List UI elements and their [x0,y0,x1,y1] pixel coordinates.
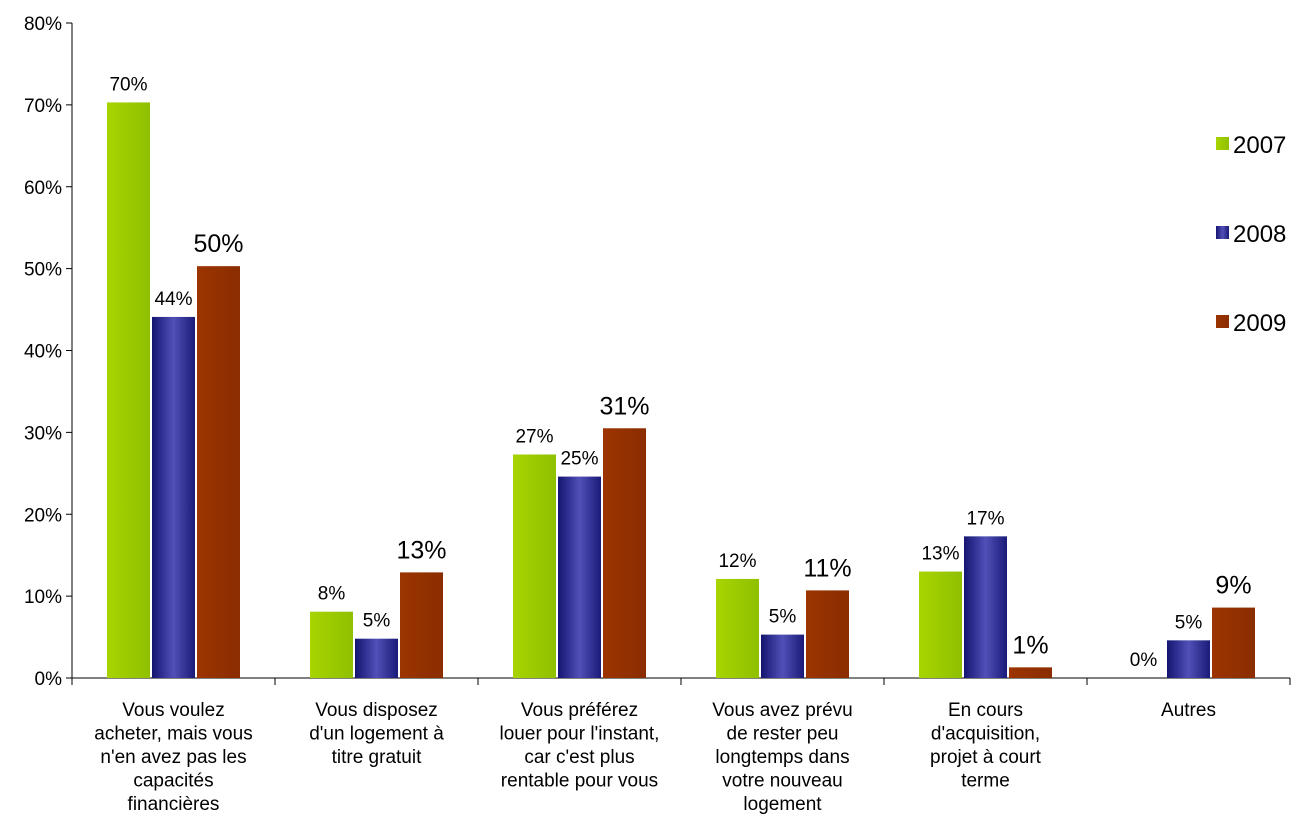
legend-swatch-2008 [1216,226,1229,239]
y-tick-label: 60% [24,178,62,199]
bar-2009-0 [197,266,240,678]
y-tick-label: 70% [24,96,62,117]
bar-2007-0 [107,102,150,678]
legend-swatch-2007 [1216,137,1229,150]
data-label-2009-4: 1% [1012,631,1048,659]
bar-2009-3 [806,590,849,678]
x-axis [71,677,1291,685]
data-labels: 70% 44% 50% 8% 5% 13% 27% 25% 31% 12% 5% 11% 13% 17% 1… [109,74,1251,671]
category-label-3: Vous avez prévu de rester peu longtemps da… [712,700,852,815]
data-label-2007-4: 13% [921,544,959,565]
y-axis: 0% 10% 20% 30% 40% 50% 60% 70% 80% [24,14,73,690]
data-label-2009-3: 11% [803,554,851,582]
bar-2008-0 [152,316,195,678]
bar-2007-1 [310,611,353,678]
y-tick-label: 40% [24,342,62,363]
data-label-2007-2: 27% [515,426,553,447]
bar-2009-1 [400,572,443,678]
y-tick-label: 20% [24,505,62,526]
bar-2007-4 [919,571,962,678]
data-label-2008-2: 25% [560,449,598,470]
data-label-2007-5: 0% [1130,650,1158,671]
category-label-5: Autres [1161,700,1216,721]
y-tick-label: 10% [24,587,62,608]
data-label-2009-5: 9% [1215,572,1251,600]
data-label-2009-0: 50% [193,230,243,258]
legend: 2007 2008 2009 [1216,132,1286,337]
bar-2007-2 [513,454,556,678]
data-label-2008-3: 5% [769,607,797,628]
data-label-2008-5: 5% [1175,612,1203,633]
data-label-2008-0: 44% [154,289,192,310]
data-label-2007-0: 70% [109,74,147,95]
y-tick-label: 30% [24,423,62,444]
category-label-2: Vous préférez louer pour l'instant, car c'… [500,700,660,792]
legend-label-2007: 2007 [1233,132,1286,159]
data-label-2008-1: 5% [363,611,391,632]
data-label-2007-3: 12% [718,551,756,572]
data-label-2008-4: 17% [966,508,1004,529]
legend-label-2008: 2008 [1233,221,1286,248]
bar-2009-4 [1009,667,1052,678]
bar-2008-5 [1167,640,1210,678]
category-label-4: En cours d'acquisition, projet à court term… [930,700,1042,792]
legend-swatch-2009 [1216,315,1229,328]
bar-2008-4 [964,536,1007,678]
y-tick-label: 50% [24,260,62,281]
bar-2007-3 [716,578,759,678]
bar-2008-2 [558,476,601,678]
data-label-2007-1: 8% [318,584,346,605]
data-label-2009-1: 13% [396,536,446,564]
category-label-0: Vous voulez acheter, mais vous n'en avez p… [94,700,252,815]
y-tick-label: 80% [24,14,62,35]
bar-2009-2 [603,428,646,678]
legend-label-2009: 2009 [1233,310,1286,337]
bar-2008-1 [355,638,398,678]
category-labels: Vous voulez acheter, mais vous n'en avez p… [94,700,1216,815]
bars [107,102,1255,678]
bar-2008-3 [761,634,804,678]
y-tick-label: 0% [35,669,63,690]
category-label-1: Vous disposez d'un logement à titre gratui… [309,700,444,768]
data-label-2009-2: 31% [599,392,649,420]
bar-2009-5 [1212,607,1255,678]
